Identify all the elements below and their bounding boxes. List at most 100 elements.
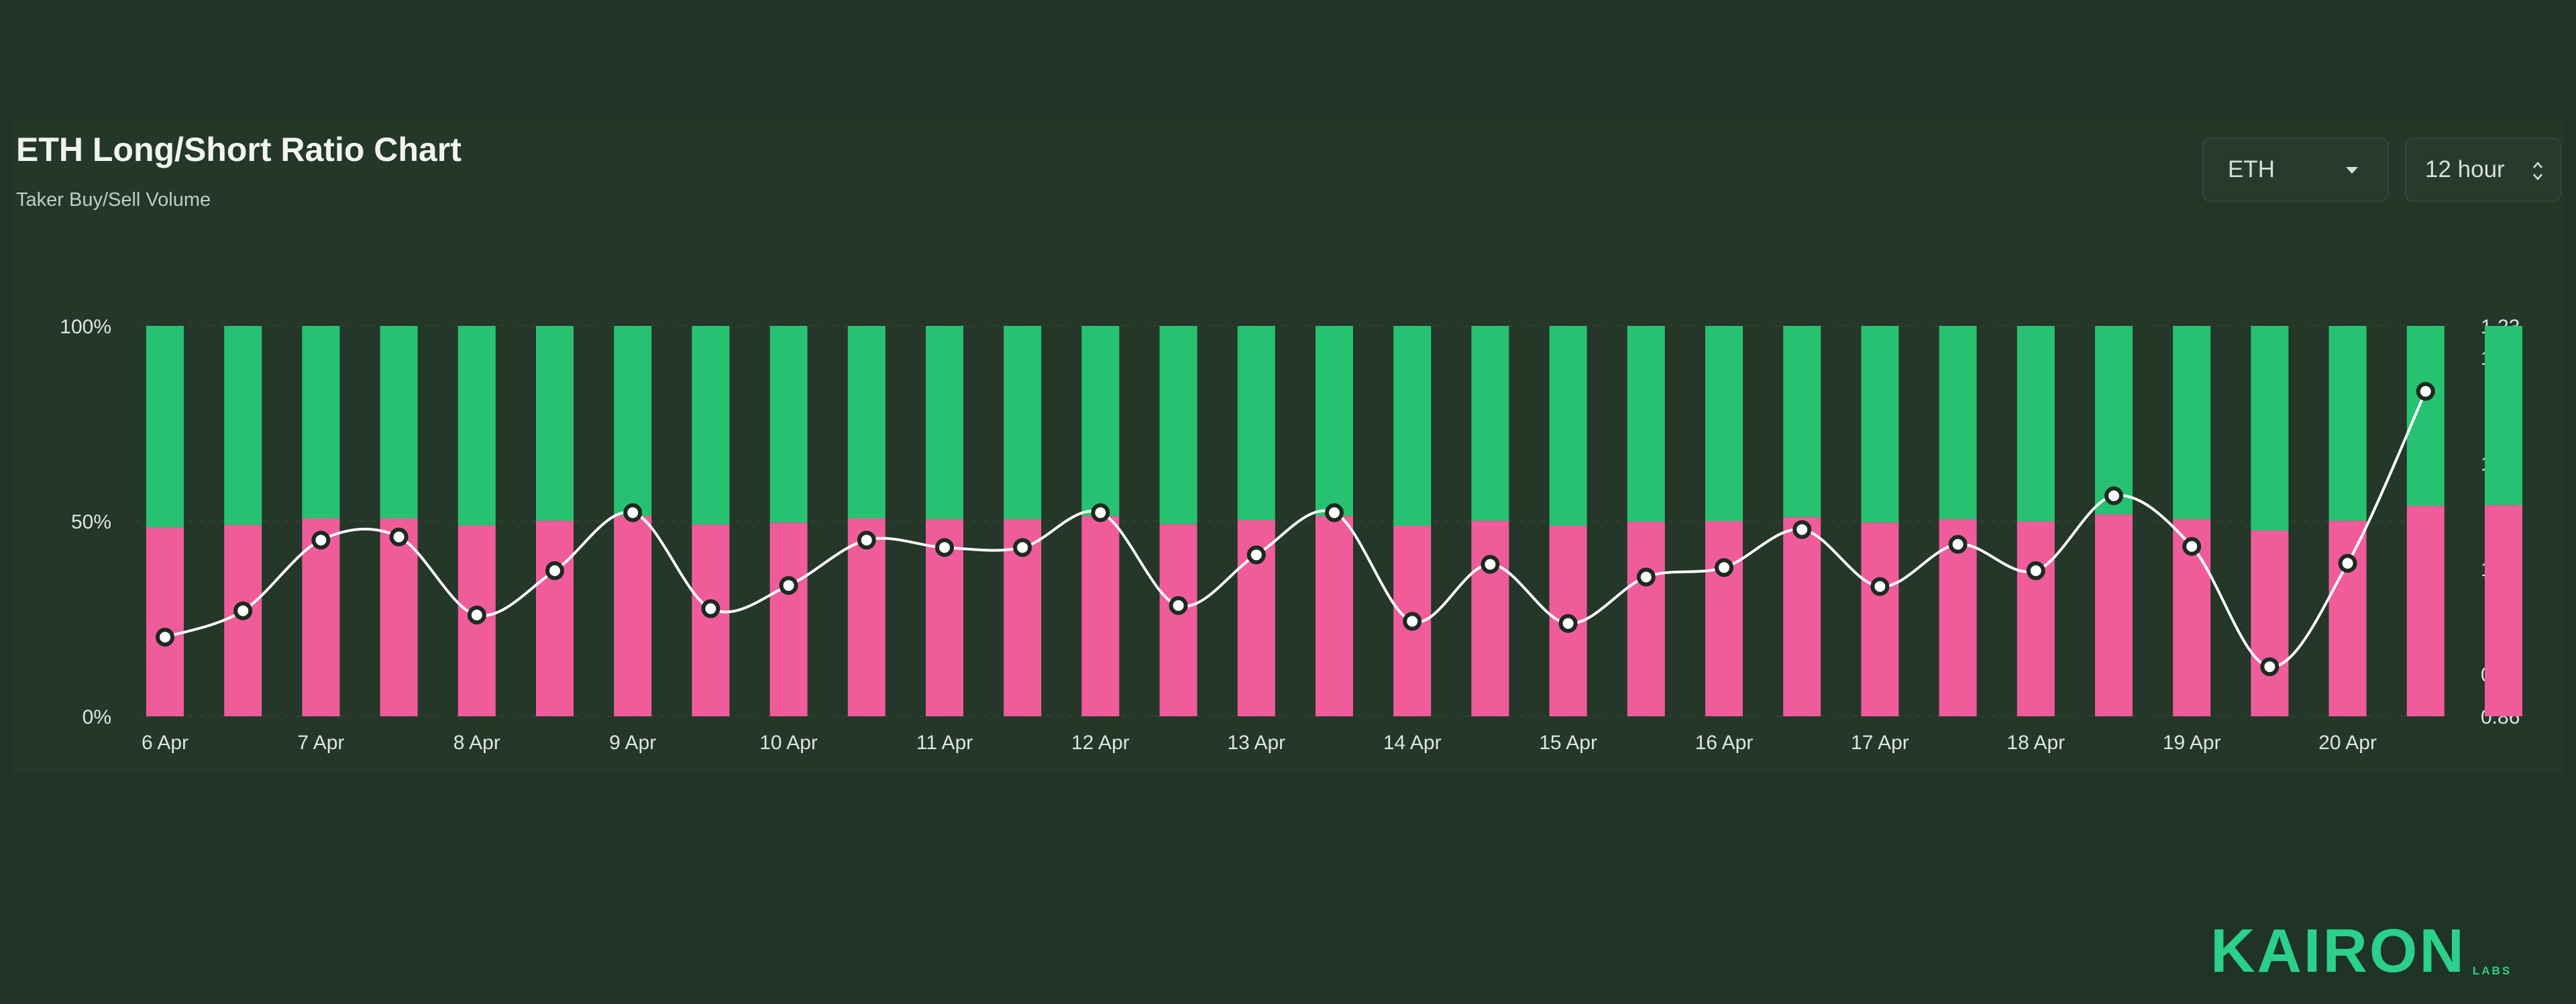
bar-long [1783,326,1821,518]
logo-wordmark: KAIRON [2210,917,2466,985]
bar-short [1783,517,1821,716]
x-tick-label: 13 Apr [1227,732,1285,754]
bar-short [2406,506,2445,716]
ratio-point [1169,596,1188,615]
bar-long [1004,326,1042,520]
bar-long [2328,326,2367,521]
bar-long [1471,326,1509,521]
bar-short [146,527,184,716]
y-left-tick-label: 50% [71,511,111,533]
x-tick-label: 8 Apr [453,732,500,754]
ratio-point [2026,561,2045,580]
bar-long [2017,326,2055,522]
ratio-point [1013,538,1032,557]
x-tick-label: 7 Apr [297,732,344,754]
bar-short [1471,520,1509,716]
bar-long [614,326,652,516]
chart-subtitle: Taker Buy/Sell Volume [16,189,211,211]
ratio-point [1715,558,1733,577]
ratio-line [164,390,2427,669]
ratio-point [2416,382,2435,401]
bar-long [224,326,262,525]
x-tick-label: 17 Apr [1851,732,1909,754]
x-tick-label: 12 Apr [1071,732,1130,754]
bar-short [692,524,730,716]
ratio-point [1792,520,1812,539]
bar-long [926,326,963,520]
kairon-labs-logo: KAIRON LABS [2210,920,2512,982]
y-left-tick-label: 0% [83,706,111,728]
chevron-down-icon [2346,167,2358,174]
ratio-point [1481,555,1500,574]
bar-long [458,326,496,526]
ratio-point [2260,657,2279,677]
bar-short [1705,521,1743,716]
x-tick-label: 11 Apr [916,732,973,754]
ratio-point [1636,567,1656,587]
coin-select-value: ETH [2228,156,2275,182]
ratio-point [1091,503,1110,522]
bar-long [536,326,574,521]
bar-short [2017,521,2055,716]
ratio-point [545,561,564,580]
bar-long [769,326,808,523]
ratio-point [467,605,486,624]
ratio-point [2182,537,2202,556]
bar-short [2328,520,2367,716]
bar-long [380,326,418,518]
bar-short [2485,505,2522,716]
bar-short [1081,516,1120,716]
bar-short [2095,514,2133,716]
interval-select-value: 12 hour [2425,156,2505,182]
ratio-point [2338,553,2357,573]
bar-long [302,326,340,518]
x-tick-label: 16 Apr [1695,732,1754,754]
y-left-tick-label: 100% [60,316,111,338]
bar-long [146,326,184,528]
bar-long [1081,326,1120,516]
bar-short [769,522,808,716]
ratio-point [1870,577,1890,596]
bar-short [2251,530,2289,716]
up-down-arrows-icon [2533,162,2542,180]
ratio-point [623,503,643,522]
x-tick-label: 18 Apr [2006,732,2065,754]
ratio-point [701,599,720,618]
bar-short [1627,522,1665,716]
ratio-point [233,601,253,620]
bar-long [847,326,885,518]
x-tick-label: 14 Apr [1383,732,1442,754]
bar-long [2173,326,2211,520]
bar-long [1316,326,1353,516]
bar-long [1237,326,1275,520]
bar-long [1549,326,1587,526]
chart-title: ETH Long/Short Ratio Chart [16,131,462,168]
bar-long [692,326,730,525]
x-tick-label: 9 Apr [609,732,656,754]
bar-short [536,520,574,716]
ratio-point [389,527,409,547]
bar-long [2095,326,2133,515]
bar-long [1861,326,1899,523]
ratio-point [311,531,331,550]
ratio-point [1325,503,1344,522]
bar-long [1159,326,1197,524]
bar-long [2485,326,2522,506]
bar-long [2406,326,2445,506]
bar-long [1393,326,1432,526]
bar-short [302,518,340,716]
x-tick-label: 10 Apr [759,732,818,754]
x-tick-label: 6 Apr [142,732,189,754]
ratio-point [1558,614,1578,633]
ratio-point [935,538,954,557]
ratio-point [2104,486,2123,506]
bar-long [2251,326,2289,531]
bar-short [1316,516,1353,716]
coin-select[interactable]: ETH [2202,137,2389,202]
interval-select[interactable]: 12 hour [2405,137,2561,202]
ratio-point [1246,545,1266,565]
logo-labs-text: LABS [2472,964,2512,977]
ratio-point [1403,612,1422,631]
x-tick-label: 19 Apr [2163,732,2221,754]
